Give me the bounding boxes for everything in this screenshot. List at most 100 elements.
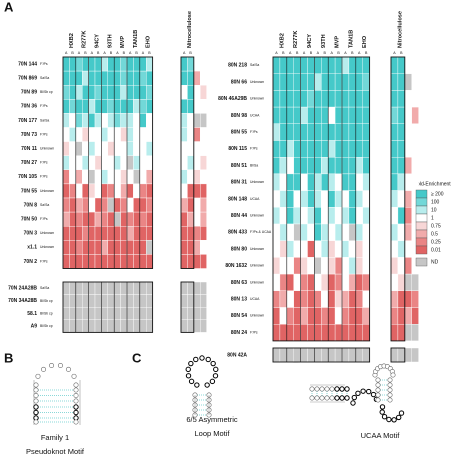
heatmap-cell bbox=[81, 99, 89, 114]
row-motif: Bl/Sb cp bbox=[40, 324, 53, 328]
heatmap-cell bbox=[94, 225, 102, 241]
heatmap-cell bbox=[187, 281, 194, 295]
heatmap-cell bbox=[272, 240, 281, 258]
heatmap-cell bbox=[145, 254, 153, 269]
heatmap-cell bbox=[307, 207, 315, 225]
heatmap-cell bbox=[81, 84, 89, 100]
heatmap-cell bbox=[397, 73, 405, 91]
heatmap-cell bbox=[75, 225, 83, 241]
heatmap-cell bbox=[88, 155, 96, 170]
heatmap-cell bbox=[390, 290, 399, 308]
heatmap-cell bbox=[62, 56, 70, 72]
subcolumn-label: B bbox=[337, 51, 340, 55]
heatmap-cell bbox=[120, 127, 128, 142]
heatmap-cell bbox=[279, 190, 287, 208]
heatmap-cell bbox=[199, 155, 207, 170]
heatmap-cell bbox=[180, 56, 188, 72]
heatmap-cell bbox=[187, 254, 194, 269]
heatmap-cell bbox=[94, 197, 102, 213]
heatmap-cell bbox=[348, 273, 356, 292]
heatmap-cell bbox=[88, 99, 96, 114]
heatmap-cell bbox=[300, 324, 308, 342]
heatmap-cell bbox=[88, 211, 96, 227]
subcolumn-label: B bbox=[400, 51, 403, 55]
heatmap-cell bbox=[113, 294, 121, 308]
row-name: 70N 2 bbox=[24, 259, 38, 265]
legend-label: ND bbox=[431, 259, 439, 265]
heatmap-cell bbox=[133, 294, 140, 308]
heatmap-cell bbox=[362, 240, 370, 258]
heatmap-cell bbox=[286, 90, 294, 108]
nucleotide bbox=[334, 395, 340, 401]
heatmap-cell bbox=[348, 290, 356, 308]
row-name: A9 bbox=[31, 323, 38, 329]
heatmap-cell bbox=[133, 169, 140, 185]
nucleotide bbox=[212, 373, 219, 379]
heatmap-cell bbox=[107, 127, 115, 142]
heatmap-cell bbox=[341, 307, 350, 325]
heatmap-cell bbox=[279, 273, 287, 292]
heatmap-cell bbox=[279, 90, 287, 108]
legend-swatch bbox=[415, 237, 428, 247]
heatmap-cell bbox=[75, 240, 83, 255]
heatmap-cell bbox=[300, 156, 308, 175]
heatmap-cell bbox=[362, 123, 370, 141]
heatmap-cell bbox=[126, 169, 134, 185]
heatmap-cell bbox=[139, 169, 147, 185]
heatmap-cell bbox=[362, 223, 370, 241]
heatmap-cell bbox=[199, 281, 207, 295]
heatmap-cell bbox=[113, 211, 121, 227]
heatmap-cell bbox=[334, 223, 343, 241]
heatmap-cell bbox=[341, 140, 350, 158]
heatmap-cell bbox=[279, 207, 287, 225]
heatmap-cell bbox=[293, 123, 301, 141]
heatmap-cell bbox=[314, 106, 322, 124]
heatmap-cell bbox=[107, 169, 115, 185]
heatmap-cell bbox=[397, 123, 405, 141]
heatmap-cell bbox=[75, 307, 83, 321]
heatmap-cell bbox=[139, 56, 147, 72]
grid-border bbox=[272, 347, 371, 363]
heatmap-cell bbox=[126, 84, 134, 100]
heatmap-cell bbox=[390, 240, 399, 258]
heatmap-cell bbox=[133, 281, 140, 295]
heatmap-cell bbox=[180, 169, 188, 185]
heatmap-cell bbox=[139, 307, 147, 321]
heatmap-cell bbox=[355, 123, 363, 141]
heatmap-cell bbox=[81, 169, 89, 185]
heatmap-cell bbox=[69, 254, 77, 269]
heatmap-cell bbox=[404, 324, 412, 342]
column-header: 93TH bbox=[321, 34, 327, 48]
heatmap-cell bbox=[120, 211, 128, 227]
heatmap-cell bbox=[328, 90, 336, 108]
heatmap-cell bbox=[328, 140, 336, 158]
heatmap-cell bbox=[404, 307, 412, 325]
row-motif: Unknown bbox=[250, 180, 264, 184]
heatmap-cell bbox=[180, 70, 188, 86]
heatmap-cell bbox=[193, 211, 201, 227]
nucleotide bbox=[350, 400, 356, 406]
heatmap-cell bbox=[81, 70, 89, 86]
heatmap-cell bbox=[328, 307, 336, 325]
heatmap-cell bbox=[279, 324, 287, 342]
heatmap-cell bbox=[300, 123, 308, 141]
heatmap-cell bbox=[145, 183, 153, 199]
heatmap-cell bbox=[101, 211, 109, 227]
heatmap-cell bbox=[300, 207, 308, 225]
column-header: 93TH bbox=[107, 34, 113, 48]
heatmap-cell bbox=[334, 207, 343, 225]
heatmap-cell bbox=[328, 223, 336, 241]
heatmap-cell bbox=[199, 99, 207, 114]
heatmap-cell bbox=[328, 347, 336, 363]
heatmap-cell bbox=[145, 113, 153, 128]
heatmap-cell bbox=[355, 207, 363, 225]
row-name: 80N 433 bbox=[228, 230, 247, 236]
heatmap-cell bbox=[348, 347, 356, 363]
grid-border bbox=[272, 56, 371, 342]
heatmap-cell bbox=[293, 173, 301, 191]
column-header: 94CY bbox=[94, 34, 100, 48]
heatmap-cell bbox=[113, 84, 121, 100]
heatmap-cell bbox=[193, 197, 201, 213]
heatmap-cell bbox=[334, 156, 343, 175]
heatmap-cell bbox=[145, 84, 153, 100]
